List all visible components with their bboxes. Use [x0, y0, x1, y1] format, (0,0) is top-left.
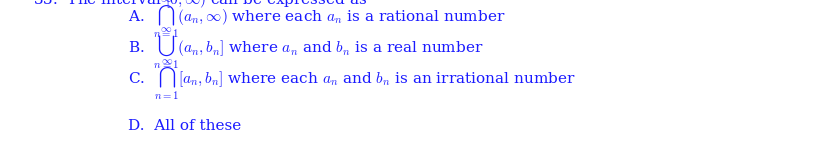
Text: D.  All of these: D. All of these [128, 119, 241, 133]
Text: 33.  The interval $[0, \infty)$ can be expressed as: 33. The interval $[0, \infty)$ can be ex… [33, 0, 367, 10]
Text: C.  $\bigcap_{n=1}^{\infty}[a_n, b_n]$ where each $a_n$ and $b_n$ is an irration: C. $\bigcap_{n=1}^{\infty}[a_n, b_n]$ wh… [128, 59, 576, 102]
Text: A.  $\bigcap_{n=1}^{\infty}(a_n, \infty)$ where each $a_n$ is a rational number: A. $\bigcap_{n=1}^{\infty}(a_n, \infty)$… [128, 0, 505, 40]
Text: B.  $\bigcup_{n=1}^{\infty}(a_n, b_n]$ where $a_n$ and $b_n$ is a real number: B. $\bigcup_{n=1}^{\infty}(a_n, b_n]$ wh… [128, 27, 484, 71]
